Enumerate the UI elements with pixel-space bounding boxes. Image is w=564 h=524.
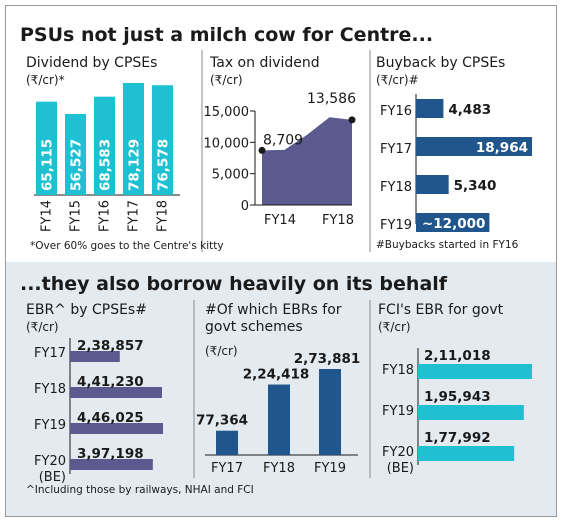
tax-title: Tax on dividend <box>209 55 320 71</box>
buyback-title: Buyback by CPSEs <box>376 55 505 71</box>
ebr-category-label: FY20 <box>34 454 66 469</box>
dividend-year-label: FY14 <box>40 200 55 232</box>
dividend-value-label: 56,527 <box>69 139 85 191</box>
tax-y-tick-label: 0 <box>241 199 249 214</box>
ebr-category-label: FY17 <box>34 346 66 361</box>
ebr-bar <box>70 423 163 434</box>
govt-schemes-year-label: FY17 <box>211 461 243 476</box>
ebr-category-label: FY18 <box>34 382 66 397</box>
dividend-bar <box>152 85 173 195</box>
fci-category-label: FY20 <box>382 445 414 460</box>
dividend-bar <box>123 83 144 195</box>
dividend-note: *Over 60% goes to the Centre's kitty <box>30 240 224 252</box>
ebr-value-label: 3,97,198 <box>77 446 144 462</box>
fci-bar <box>418 364 532 379</box>
govt-schemes-title-line1: #Of which EBRs for <box>205 302 342 318</box>
dividend-value-label: 78,129 <box>127 139 143 191</box>
fci-value-label: 1,77,992 <box>424 430 491 446</box>
buyback-value-label: 18,964 <box>476 140 528 156</box>
tax-data-label: 13,586 <box>307 91 356 107</box>
tax-area <box>262 117 352 205</box>
ebr-title: EBR^ by CPSEs# <box>26 302 147 318</box>
dividend-value-label: 76,578 <box>156 139 172 191</box>
buyback-value-label: ~12,000 <box>422 216 485 232</box>
govt-schemes-value-label: 77,364 <box>196 413 248 429</box>
govt-schemes-title-line2: govt schemes <box>205 319 303 335</box>
buyback-bar <box>416 213 490 232</box>
dividend-year-label: FY18 <box>156 200 171 232</box>
buyback-chart: Buyback by CPSEs (₹/cr)# #Buybacks start… <box>376 55 532 251</box>
dividend-bar <box>36 101 57 195</box>
fci-category-label: FY19 <box>382 404 414 419</box>
dividend-value-label: 68,583 <box>98 139 114 191</box>
tax-x-label: FY18 <box>322 213 354 228</box>
ebr-value-label: 4,46,025 <box>77 410 144 426</box>
buyback-bar <box>416 137 532 156</box>
dividend-bar <box>94 96 115 195</box>
dividend-title: Dividend by CPSEs <box>26 55 157 71</box>
dividend-chart: Dividend by CPSEs (₹/cr)* *Over 60% goes… <box>26 55 224 252</box>
dividend-bar <box>65 113 86 195</box>
govt-schemes-value-label: 2,24,418 <box>243 367 310 383</box>
ebr-bar <box>70 459 153 470</box>
top-headline: PSUs not just a milch cow for Centre... <box>20 24 433 46</box>
buyback-category-label: FY16 <box>380 104 412 119</box>
fci-category-label: FY18 <box>382 363 414 378</box>
buyback-unit: (₹/cr)# <box>376 73 419 87</box>
buyback-category-label: FY17 <box>380 142 412 157</box>
ebr-category-label: (BE) <box>39 470 66 485</box>
ebr-note: ^Including those by railways, NHAI and F… <box>26 484 254 496</box>
tax-y-tick-label: 15,000 <box>204 105 250 120</box>
ebr-bar <box>70 351 120 362</box>
tax-data-point <box>258 146 266 154</box>
govt-schemes-year-label: FY19 <box>314 461 346 476</box>
dividend-year-label: FY15 <box>69 200 84 232</box>
ebr-category-label: FY19 <box>34 418 66 433</box>
govt-schemes-bar <box>268 384 290 455</box>
tax-data-point <box>348 116 356 124</box>
dividend-year-label: FY16 <box>98 200 113 232</box>
ebr-chart: EBR^ by CPSEs# (₹/cr) ^Including those b… <box>26 302 254 496</box>
ebr-bar <box>70 387 163 398</box>
fci-chart: FCI's EBR for govt (₹/cr) FY18 2,11,018 FY… <box>378 302 532 476</box>
fci-category-label: (BE) <box>387 461 414 476</box>
govt-schemes-year-label: FY18 <box>263 461 295 476</box>
buyback-bar <box>416 99 444 118</box>
fci-title: FCI's EBR for govt <box>378 302 504 318</box>
dividend-value-label: 65,115 <box>40 139 56 191</box>
govt-schemes-bar <box>216 430 238 455</box>
tax-unit: (₹/cr) <box>210 73 243 87</box>
buyback-bar <box>416 175 449 194</box>
fci-unit: (₹/cr) <box>378 320 411 334</box>
buyback-value-label: 5,340 <box>454 178 497 194</box>
buyback-category-label: FY18 <box>380 180 412 195</box>
bottom-headline: ...they also borrow heavily on its behal… <box>20 273 448 295</box>
fci-value-label: 2,11,018 <box>424 348 491 364</box>
buyback-note: #Buybacks started in FY16 <box>376 239 519 251</box>
fci-bar <box>418 446 515 461</box>
tax-y-tick-label: 10,000 <box>204 136 250 151</box>
govt-schemes-value-label: 2,73,881 <box>294 351 361 367</box>
ebr-value-label: 4,41,230 <box>77 374 144 390</box>
fci-bar <box>418 405 524 420</box>
buyback-category-label: FY19 <box>380 218 412 233</box>
buyback-value-label: 4,483 <box>448 102 491 118</box>
ebr-unit: (₹/cr) <box>26 320 59 334</box>
tax-data-label: 8,709 <box>263 132 303 148</box>
govt-schemes-unit: (₹/cr) <box>205 344 238 358</box>
ebr-value-label: 2,38,857 <box>77 338 144 354</box>
fci-value-label: 1,95,943 <box>424 389 491 405</box>
dividend-unit: (₹/cr)* <box>26 73 65 87</box>
dividend-year-label: FY17 <box>127 200 142 232</box>
tax-chart: Tax on dividend (₹/cr) 15,000 10,000 5,000… <box>204 55 357 228</box>
govt-schemes-chart: #Of which EBRs for govt schemes (₹/cr) 7… <box>196 302 360 476</box>
tax-x-label: FY14 <box>264 213 296 228</box>
govt-schemes-bar <box>319 369 341 455</box>
tax-y-tick-label: 5,000 <box>212 168 249 183</box>
